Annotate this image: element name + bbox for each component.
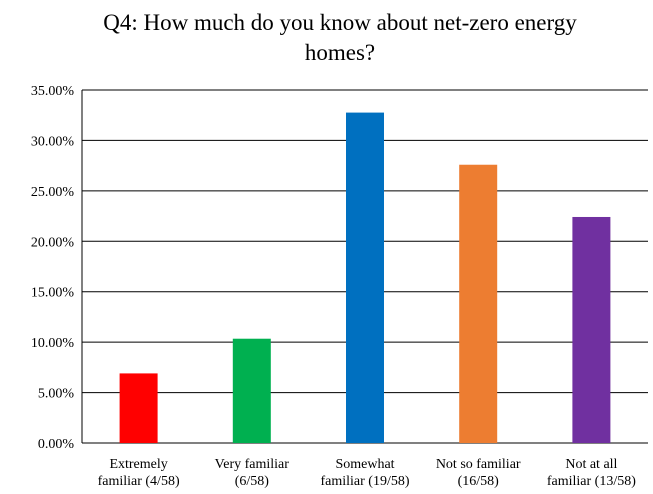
- bar: [346, 112, 384, 443]
- x-tick-label: (6/58): [235, 474, 270, 489]
- y-tick-label: 10.00%: [31, 336, 75, 351]
- y-tick-label: 5.00%: [38, 387, 75, 402]
- y-tick-label: 20.00%: [31, 235, 75, 250]
- bar: [232, 338, 271, 443]
- bar: [572, 216, 611, 443]
- y-tick-label: 0.00%: [38, 437, 75, 452]
- x-tick-label: familiar (19/58): [320, 474, 409, 489]
- x-tick-label: familiar (4/58): [98, 474, 180, 489]
- chart-title: Q4: How much do you know about net-zero …: [60, 8, 620, 68]
- y-tick-label: 15.00%: [31, 286, 75, 301]
- bar: [459, 164, 498, 443]
- bar: [119, 373, 158, 443]
- chart-title-line-2: homes?: [304, 40, 376, 65]
- y-tick-label: 30.00%: [31, 134, 75, 149]
- x-tick-label: Very familiar: [215, 457, 290, 472]
- x-tick-label: Somewhat: [335, 457, 394, 472]
- chart-title-line-1: Q4: How much do you know about net-zero …: [103, 10, 577, 35]
- x-tick-label: Extremely: [109, 457, 167, 472]
- x-tick-label: Not at all: [565, 457, 617, 472]
- y-tick-label: 35.00%: [31, 84, 75, 99]
- x-tick-label: familiar (13/58): [547, 474, 636, 489]
- y-tick-label: 25.00%: [31, 185, 75, 200]
- x-tick-label: (16/58): [458, 474, 500, 489]
- x-tick-label: Not so familiar: [436, 457, 521, 472]
